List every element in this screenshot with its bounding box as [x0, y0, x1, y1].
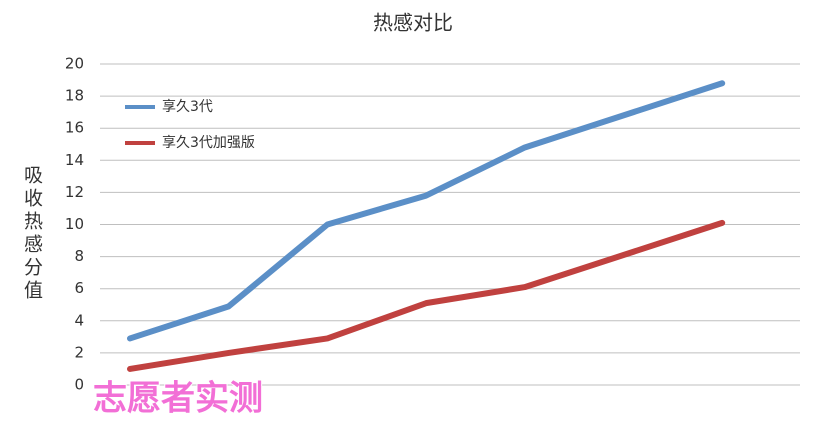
y-tick-label: 0 — [74, 376, 84, 394]
line-series — [127, 219, 726, 372]
y-tick-label: 6 — [74, 279, 84, 297]
y-tick-label: 14 — [65, 151, 84, 169]
annotation: 志愿者实测 — [93, 379, 263, 419]
y-tick-label: 2 — [74, 343, 84, 361]
y-axis-label: 吸收热感分值 — [21, 165, 43, 303]
legend-label: 享久3代 — [162, 98, 213, 115]
legend-label: 享久3代加强版 — [162, 134, 255, 151]
line-series — [127, 80, 726, 342]
y-tick-label: 20 — [65, 55, 84, 73]
y-tick-label: 8 — [74, 247, 84, 265]
y-tick-label: 12 — [65, 183, 84, 201]
chart-title: 热感对比 — [373, 11, 453, 35]
y-tick-label: 16 — [65, 119, 84, 137]
y-tick-label: 10 — [65, 215, 84, 233]
y-tick-label: 4 — [74, 311, 84, 329]
y-tick-label: 18 — [65, 87, 84, 105]
